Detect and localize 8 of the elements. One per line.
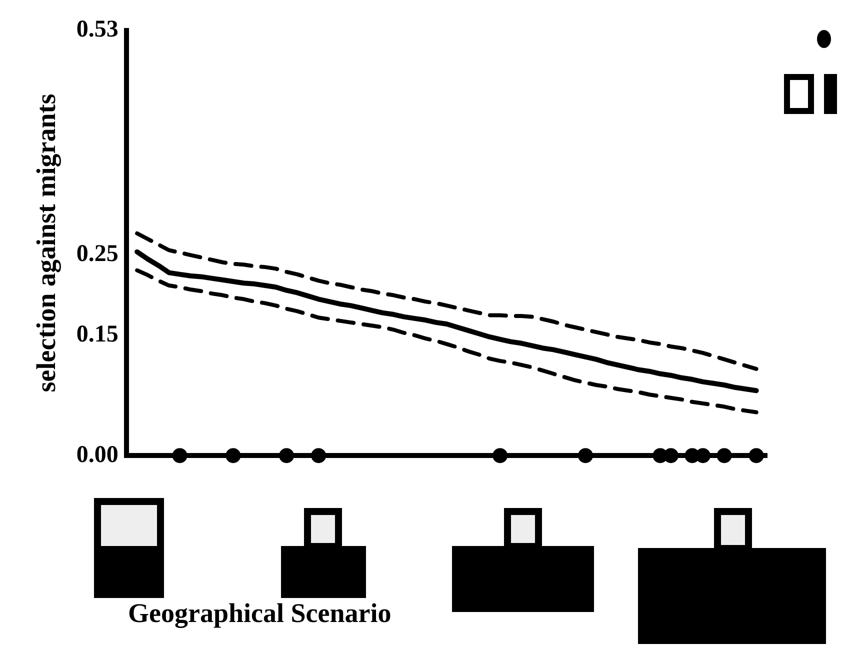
line-series [135,268,758,414]
line-series [135,231,758,371]
x-axis-title: Geographical Scenario [128,598,392,629]
y-axis-title: selection against migrants [31,94,62,392]
y-tick-label: 0.15 [76,321,118,348]
y-tick-label: 0.53 [76,16,118,43]
y-tick-label: 0.00 [76,442,118,468]
y-tick-label: 0.25 [76,241,118,268]
